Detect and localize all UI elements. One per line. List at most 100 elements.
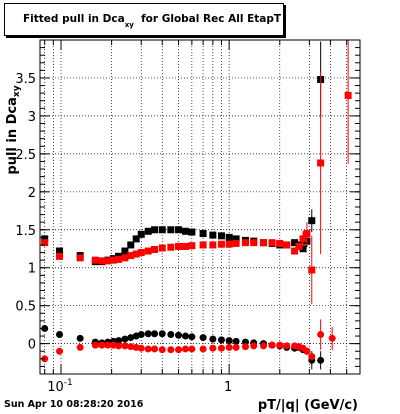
y-axis-label-main: pull in Dca	[5, 97, 20, 175]
data-point	[291, 247, 299, 255]
data-point	[144, 227, 152, 235]
data-point	[151, 330, 159, 338]
y-tick-label: 3	[28, 110, 36, 125]
data-point	[137, 249, 145, 257]
data-point	[217, 240, 225, 248]
y-axis-label: pull in Dcaxy	[5, 85, 22, 174]
data-point	[158, 330, 166, 338]
y-tick-label: 1.5	[15, 224, 36, 239]
data-point	[283, 241, 291, 249]
data-point	[276, 341, 284, 349]
x-axis-label: pT/|q| (GeV/c)	[258, 398, 358, 413]
data-point	[158, 346, 166, 354]
data-point	[241, 343, 249, 351]
chart-title-subscript: xy	[124, 21, 134, 29]
data-point	[209, 231, 217, 239]
data-point	[98, 257, 106, 265]
chart-title: Fitted pull in Dcaxy for Global Rec All …	[23, 13, 282, 29]
data-point	[199, 230, 207, 238]
data-point	[209, 344, 217, 352]
data-point	[151, 246, 159, 254]
data-point	[121, 342, 129, 350]
data-point	[308, 217, 316, 225]
data-point	[175, 226, 183, 234]
data-point	[217, 232, 225, 240]
data-point	[232, 239, 240, 247]
data-point	[109, 256, 117, 264]
y-tick-label: 2.5	[15, 148, 36, 163]
data-point	[299, 245, 307, 253]
data-point	[299, 235, 307, 243]
data-point	[76, 343, 84, 351]
data-point	[188, 333, 196, 341]
data-point	[209, 241, 217, 249]
footer-timestamp: Sun Apr 10 08:28:20 2016	[4, 399, 144, 410]
data-point	[115, 337, 123, 345]
data-point	[276, 239, 284, 247]
data-point	[127, 334, 135, 342]
title-box: Fitted pull in Dcaxy for Global Rec All …	[4, 3, 284, 36]
data-point	[199, 334, 207, 342]
data-point	[241, 239, 249, 247]
data-point	[175, 346, 183, 354]
data-point	[91, 256, 99, 264]
data-point	[56, 252, 64, 260]
data-point	[41, 239, 49, 247]
data-point	[167, 226, 175, 234]
data-point	[137, 344, 145, 352]
data-point	[56, 347, 64, 355]
data-point	[158, 226, 166, 234]
data-point	[295, 242, 303, 250]
data-point	[268, 341, 276, 349]
data-point	[121, 254, 129, 262]
data-point	[250, 342, 258, 350]
data-point	[188, 345, 196, 353]
grid-lines	[40, 40, 361, 374]
data-point	[259, 239, 267, 247]
data-point	[317, 331, 325, 339]
x-tick-label-exponent: -1	[64, 378, 73, 388]
data-point	[56, 331, 64, 339]
chart-title-prefix: Fitted pull in Dca	[23, 13, 125, 25]
y-tick-label: 3.5	[15, 72, 36, 87]
data-point	[181, 227, 189, 235]
y-axis-label-sub: xy	[12, 85, 22, 97]
data-point	[217, 344, 225, 352]
data-point	[167, 331, 175, 339]
data-point	[250, 239, 258, 247]
data-point	[232, 337, 240, 345]
data-point	[217, 336, 225, 344]
data-point	[291, 239, 299, 247]
data-point	[121, 247, 129, 255]
axes: 00.511.522.533.510-1 1	[15, 39, 361, 395]
data-point	[151, 226, 159, 234]
data-point	[225, 337, 233, 345]
data-point	[115, 342, 123, 350]
data-point	[41, 235, 49, 243]
data-point	[175, 331, 183, 339]
data-point	[158, 244, 166, 252]
data-point	[132, 235, 140, 243]
chart-title-suffix: for Global Rec All EtapT	[141, 13, 282, 25]
data-point	[303, 230, 311, 238]
y-tick-label: 0.5	[15, 300, 36, 315]
data-point	[175, 242, 183, 250]
data-point	[98, 341, 106, 349]
data-point	[259, 342, 267, 350]
data-point	[151, 345, 159, 353]
data-point	[308, 353, 316, 361]
data-point	[127, 241, 135, 249]
data-point	[344, 91, 352, 99]
y-tick-label: 2	[28, 186, 36, 201]
data-point	[209, 335, 217, 343]
data-point	[76, 254, 84, 262]
data-point	[283, 342, 291, 350]
x-tick-label: 1	[224, 380, 232, 395]
data-point	[188, 242, 196, 250]
series-group	[41, 40, 352, 305]
data-point	[137, 230, 145, 238]
data-point	[121, 335, 129, 343]
data-point	[328, 334, 336, 342]
